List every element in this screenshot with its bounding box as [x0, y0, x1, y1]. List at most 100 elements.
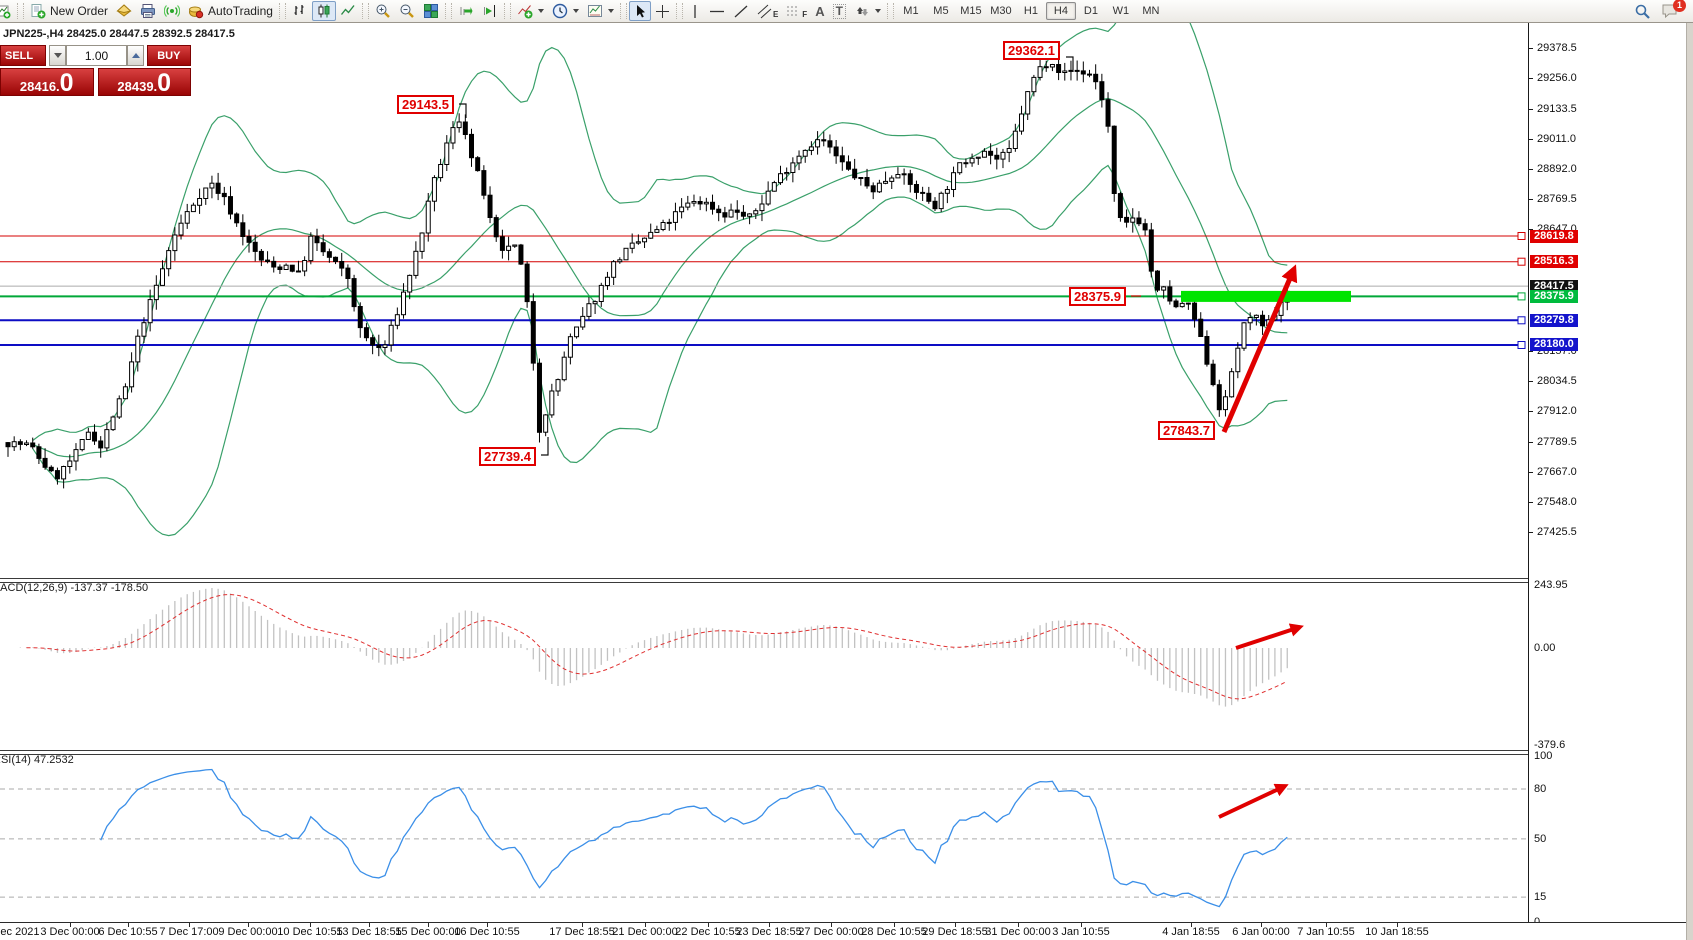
timeframe-button-MN[interactable]: MN	[1142, 5, 1160, 17]
bid-price[interactable]: 28416. 0	[0, 68, 94, 96]
price-callout-27843.7[interactable]: 27843.7	[1158, 421, 1215, 440]
hline-end-box[interactable]	[1517, 316, 1526, 325]
arrows-dropdown-arrow[interactable]	[874, 9, 881, 13]
fibonacci-tool[interactable]: F	[782, 1, 811, 21]
hline-end-box[interactable]	[1517, 232, 1526, 240]
candle	[1056, 64, 1062, 73]
candle	[116, 398, 122, 418]
bar-chart-button[interactable]	[288, 1, 312, 21]
volume-decrease-button[interactable]	[49, 45, 66, 66]
profiles-button[interactable]	[112, 1, 136, 21]
toolbar-grip	[444, 3, 452, 19]
candle	[1222, 396, 1228, 411]
arrows-tool[interactable]	[850, 1, 885, 21]
time-label: 21 Dec 00:00	[612, 926, 678, 938]
timeframe-button-W1[interactable]: W1	[1112, 5, 1130, 17]
templates-button[interactable]	[583, 1, 618, 21]
autoscroll-button[interactable]	[454, 1, 478, 21]
ask-price[interactable]: 28439. 0	[97, 68, 191, 97]
new-chart-button[interactable]	[0, 1, 15, 21]
text-label-icon: T	[832, 3, 846, 19]
candle	[30, 442, 36, 448]
candle	[190, 204, 196, 213]
time-tick	[831, 923, 832, 927]
candle	[469, 133, 474, 159]
timeframe-button-D1[interactable]: D1	[1083, 5, 1098, 17]
channel-tool[interactable]: E	[753, 1, 782, 21]
candle	[728, 209, 734, 218]
candle	[574, 326, 580, 338]
hline-end-box[interactable]	[1517, 292, 1526, 301]
candle	[1247, 317, 1253, 324]
line-chart-icon	[340, 5, 355, 15]
print-button[interactable]	[136, 1, 160, 21]
candle	[839, 155, 845, 163]
tile-windows-button[interactable]	[419, 1, 443, 21]
timeframe-button-H1[interactable]: H1	[1023, 5, 1038, 17]
price-tick-label: 27548.0	[1537, 496, 1577, 508]
price-tick	[1529, 199, 1533, 200]
rsi-panel[interactable]	[0, 752, 1693, 922]
cursor-tool-button[interactable]	[628, 1, 651, 21]
price-callout-29143.5[interactable]: 29143.5	[397, 95, 454, 114]
timeframe-button-M30[interactable]: M30	[990, 5, 1012, 17]
price-callout-27739.4[interactable]: 27739.4	[479, 447, 536, 466]
periods-dropdown-arrow[interactable]	[572, 9, 579, 13]
price-callout-28375.9[interactable]: 28375.9	[1069, 287, 1126, 306]
toolbar-grip	[17, 3, 24, 19]
candle	[1124, 216, 1130, 223]
text-label-tool[interactable]: T	[829, 1, 850, 21]
candle	[209, 182, 215, 189]
search-button[interactable]	[1634, 3, 1651, 20]
candle	[710, 201, 716, 210]
templates-dropdown-arrow[interactable]	[607, 9, 614, 13]
volume-input[interactable]: 1.00	[65, 45, 128, 66]
volume-increase-button[interactable]	[127, 45, 144, 66]
new-order-icon	[31, 4, 46, 19]
main-chart[interactable]	[0, 23, 1693, 578]
rsi-splitter[interactable]	[0, 750, 1528, 755]
candle	[988, 150, 994, 156]
time-label: 9 Dec 00:00	[218, 926, 278, 938]
hline-end-box[interactable]	[1517, 341, 1526, 349]
buy-button[interactable]: BUY	[146, 45, 191, 66]
timeframe-button-H4[interactable]: H4	[1045, 2, 1076, 20]
macd-splitter[interactable]	[0, 578, 1528, 583]
zoom-out-button[interactable]	[395, 1, 419, 21]
line-chart-button[interactable]	[336, 1, 360, 21]
indicators-dropdown-arrow[interactable]	[537, 9, 544, 13]
text-tool[interactable]: A	[811, 1, 828, 21]
candlestick-chart-button[interactable]	[311, 1, 336, 21]
periods-button[interactable]	[548, 1, 583, 21]
hline-end-box[interactable]	[1517, 257, 1526, 266]
sell-button[interactable]: SELL	[0, 45, 47, 66]
ask-pip-digit: 0	[157, 69, 172, 97]
candle	[635, 241, 641, 244]
notifications-button[interactable]: 1	[1661, 0, 1686, 19]
indicators-button[interactable]	[513, 1, 548, 21]
timeframe-button-M1[interactable]: M1	[903, 5, 919, 17]
time-label: 4 Jan 18:55	[1162, 926, 1220, 938]
timeframe-button-M5[interactable]: M5	[933, 5, 949, 17]
zoom-in-icon	[376, 4, 390, 18]
zoom-in-button[interactable]	[371, 1, 395, 21]
candle	[438, 164, 444, 179]
macd-panel[interactable]	[0, 580, 1693, 750]
horizontal-line-tool[interactable]	[705, 1, 729, 21]
chart-shift-button[interactable]	[478, 1, 502, 21]
candle	[827, 140, 833, 148]
highlight-zone[interactable]	[1181, 290, 1351, 302]
crosshair-tool-button[interactable]	[651, 1, 674, 21]
candle	[512, 244, 518, 247]
trendline-tool[interactable]	[729, 1, 753, 21]
autotrading-button[interactable]: AutoTrading	[184, 1, 277, 21]
vertical-line-tool[interactable]	[685, 1, 705, 21]
price-callout-29362.1[interactable]: 29362.1	[1003, 41, 1060, 60]
candle	[611, 261, 617, 278]
time-tick	[369, 923, 370, 927]
new-order-button[interactable]: New Order	[26, 1, 112, 21]
signals-button[interactable]	[160, 1, 184, 21]
candle	[265, 259, 271, 263]
timeframe-button-M15[interactable]: M15	[960, 5, 982, 17]
